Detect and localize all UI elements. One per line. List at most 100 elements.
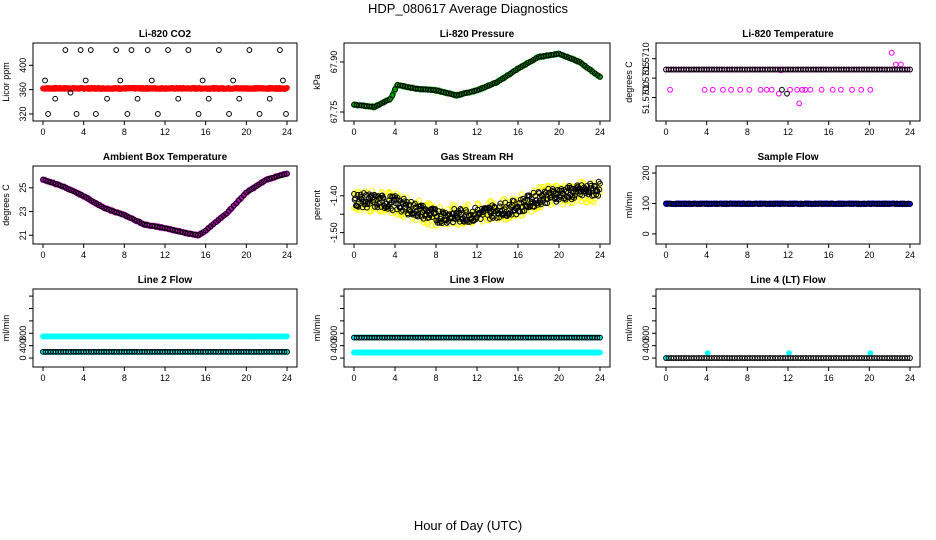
data-point xyxy=(279,172,285,178)
data-point xyxy=(892,61,899,68)
panel-title: Li-820 Pressure xyxy=(440,29,515,40)
plot-frame xyxy=(32,288,298,368)
x-tick-label: 8 xyxy=(745,127,750,137)
data-point xyxy=(453,92,460,99)
data-point xyxy=(490,214,496,221)
data-point xyxy=(779,86,785,93)
data-point xyxy=(907,66,913,73)
data-point xyxy=(415,213,421,220)
x-tick-label: 24 xyxy=(595,373,605,383)
data-point xyxy=(177,228,184,235)
data-point xyxy=(737,86,744,93)
x-tick-label: 4 xyxy=(392,373,397,383)
y-axis-label: ml/min xyxy=(1,315,11,342)
panel-title: Line 3 Flow xyxy=(450,275,505,286)
data-point xyxy=(907,200,913,207)
data-point xyxy=(468,88,475,95)
data-point xyxy=(266,95,273,102)
data-point xyxy=(440,210,447,216)
data-point xyxy=(256,111,263,117)
x-tick-label: 4 xyxy=(81,250,86,260)
data-point xyxy=(40,176,46,183)
x-tick-label: 12 xyxy=(783,127,793,137)
data-point xyxy=(374,204,381,211)
x-tick-label: 0 xyxy=(40,373,45,383)
x-tick-label: 24 xyxy=(905,250,915,260)
panel-gas_rh: Gas Stream RH0 4 8 12 16 20 24-1.50-1.40percen… xyxy=(312,152,611,260)
data-point xyxy=(435,88,442,94)
data-point xyxy=(578,188,584,195)
x-tick-label: 24 xyxy=(595,127,605,137)
data-point xyxy=(501,195,507,202)
x-tick-label: 16 xyxy=(201,127,211,137)
panel-title: Ambient Box Temperature xyxy=(103,152,228,163)
y-tick-label: 51.5700 xyxy=(641,81,651,114)
data-point xyxy=(52,181,59,187)
series-10-s-high xyxy=(40,333,290,340)
x-tick-label: 4 xyxy=(704,250,709,260)
data-point xyxy=(73,111,80,117)
data-point xyxy=(281,171,288,178)
x-tick-label: 24 xyxy=(595,250,605,260)
y-tick-label: 320 xyxy=(18,106,28,121)
data-point xyxy=(154,111,161,117)
data-point xyxy=(215,47,222,53)
x-tick-label: 4 xyxy=(81,127,86,137)
series-hourly-average xyxy=(40,348,290,355)
y-tick-label: 51.5710 xyxy=(641,42,651,75)
x-ticks: 0 4 8 12 16 20 24 xyxy=(663,121,915,137)
data-point xyxy=(481,84,488,91)
data-point xyxy=(276,172,283,179)
data-point xyxy=(165,47,171,53)
x-tick-label: 12 xyxy=(160,127,170,137)
data-point xyxy=(558,51,565,58)
x-tick-label: 20 xyxy=(864,127,874,137)
data-point xyxy=(476,86,483,93)
data-point xyxy=(492,80,498,86)
data-point xyxy=(858,86,865,93)
data-point xyxy=(199,77,206,84)
plot-frame xyxy=(343,42,611,122)
y-ticks: -1.50-1.40 xyxy=(329,186,344,243)
y-tick-label: 800 xyxy=(329,326,339,341)
y-tick-label: 800 xyxy=(18,326,28,341)
series-hourly-average xyxy=(40,170,290,239)
data-point xyxy=(364,204,370,211)
x-tick-label: 24 xyxy=(905,127,915,137)
data-point xyxy=(746,86,753,93)
data-point xyxy=(538,184,545,190)
x-tick-label: 24 xyxy=(282,250,292,260)
data-point xyxy=(571,192,578,199)
data-point xyxy=(438,88,445,95)
series-hourly-outliers xyxy=(42,47,289,117)
x-ticks: 0 4 8 12 16 20 24 xyxy=(351,367,605,383)
data-point xyxy=(106,206,112,213)
x-tick-label: 20 xyxy=(554,250,564,260)
data-point xyxy=(397,82,404,89)
data-point xyxy=(787,86,793,93)
x-tick-label: 20 xyxy=(554,127,564,137)
y-tick-label: -1.40 xyxy=(329,186,339,207)
y-tick-label: 0 xyxy=(18,356,28,361)
data-point xyxy=(144,47,151,53)
data-points xyxy=(40,47,290,117)
x-tick-label: 12 xyxy=(783,250,793,260)
data-point xyxy=(392,86,398,93)
y-tick-label: 0 xyxy=(641,231,651,236)
data-point xyxy=(443,89,450,96)
data-point xyxy=(461,90,468,97)
x-tick-label: 12 xyxy=(160,250,170,260)
data-point xyxy=(474,87,480,94)
data-point xyxy=(378,188,385,195)
data-point xyxy=(62,47,69,53)
data-point xyxy=(466,89,473,96)
data-point xyxy=(568,55,575,62)
x-tick-label: 8 xyxy=(122,127,127,137)
data-point xyxy=(426,214,432,221)
data-point xyxy=(402,204,408,211)
data-point xyxy=(103,205,110,212)
data-point xyxy=(271,174,278,181)
